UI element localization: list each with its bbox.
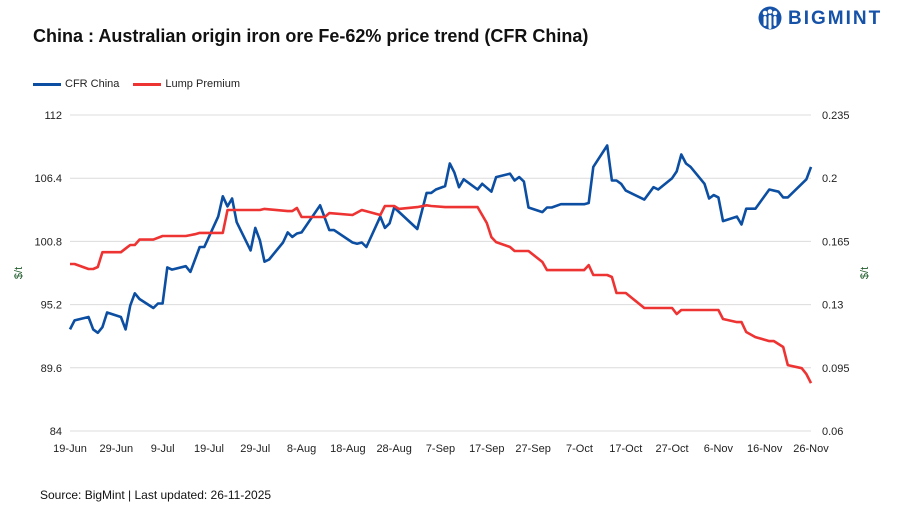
x-tick-label: 29-Jun bbox=[99, 443, 133, 455]
y2-axis-label: $/t bbox=[859, 267, 871, 279]
legend-label: Lump Premium bbox=[165, 78, 240, 90]
legend-swatch bbox=[133, 82, 162, 86]
y2-tick-label: 0.235 bbox=[822, 110, 850, 122]
x-tick-label: 7-Oct bbox=[566, 443, 593, 455]
bigmint-logo-icon bbox=[758, 6, 782, 30]
y-tick-label: 95.2 bbox=[41, 300, 62, 312]
series-line-lump-premium bbox=[70, 204, 813, 384]
series-line-cfr-china bbox=[68, 144, 813, 335]
y-tick-label: 112 bbox=[44, 110, 62, 122]
y-tick-label: 106.4 bbox=[34, 173, 62, 185]
y-axis-label: $/t bbox=[13, 267, 25, 279]
x-tick-label: 8-Aug bbox=[287, 443, 316, 455]
legend-label: CFR China bbox=[65, 78, 120, 90]
y2-tick-label: 0.165 bbox=[822, 236, 850, 248]
x-tick-label: 19-Jul bbox=[194, 443, 224, 455]
y2-tick-label: 0.095 bbox=[822, 363, 850, 375]
x-tick-label: 16-Nov bbox=[747, 443, 783, 455]
x-tick-label: 29-Jul bbox=[240, 443, 270, 455]
legend: CFR China Lump Premium bbox=[33, 78, 240, 90]
x-tick-label: 7-Sep bbox=[426, 443, 455, 455]
x-tick-label: 28-Aug bbox=[376, 443, 411, 455]
source-note: Source: BigMint | Last updated: 26-11-20… bbox=[40, 488, 272, 502]
x-tick-label: 19-Jun bbox=[53, 443, 87, 455]
y-tick-label: 84 bbox=[50, 426, 62, 438]
x-tick-label: 18-Aug bbox=[330, 443, 365, 455]
x-tick-label: 26-Nov bbox=[793, 443, 829, 455]
y2-tick-label: 0.2 bbox=[822, 173, 837, 185]
legend-item-cfr-china: CFR China bbox=[33, 78, 119, 90]
x-tick-label: 27-Sep bbox=[515, 443, 550, 455]
y-tick-label: 89.6 bbox=[41, 363, 62, 375]
y2-tick-label: 0.06 bbox=[822, 426, 843, 438]
x-tick-label: 27-Oct bbox=[656, 443, 689, 455]
x-tick-label: 9-Jul bbox=[151, 443, 175, 455]
brand-name: BIGMINT bbox=[788, 8, 883, 29]
y-tick-label: 100.8 bbox=[34, 236, 62, 248]
x-tick-label: 17-Sep bbox=[469, 443, 504, 455]
x-tick-label: 17-Oct bbox=[609, 443, 642, 455]
x-tick-label: 6-Nov bbox=[704, 443, 734, 455]
legend-item-lump-premium: Lump Premium bbox=[133, 78, 240, 90]
y2-tick-label: 0.13 bbox=[822, 300, 843, 312]
chart-title: China : Australian origin iron ore Fe-62… bbox=[33, 26, 589, 46]
legend-swatch bbox=[33, 82, 61, 86]
bigmint-logo: BIGMINT bbox=[758, 6, 882, 32]
